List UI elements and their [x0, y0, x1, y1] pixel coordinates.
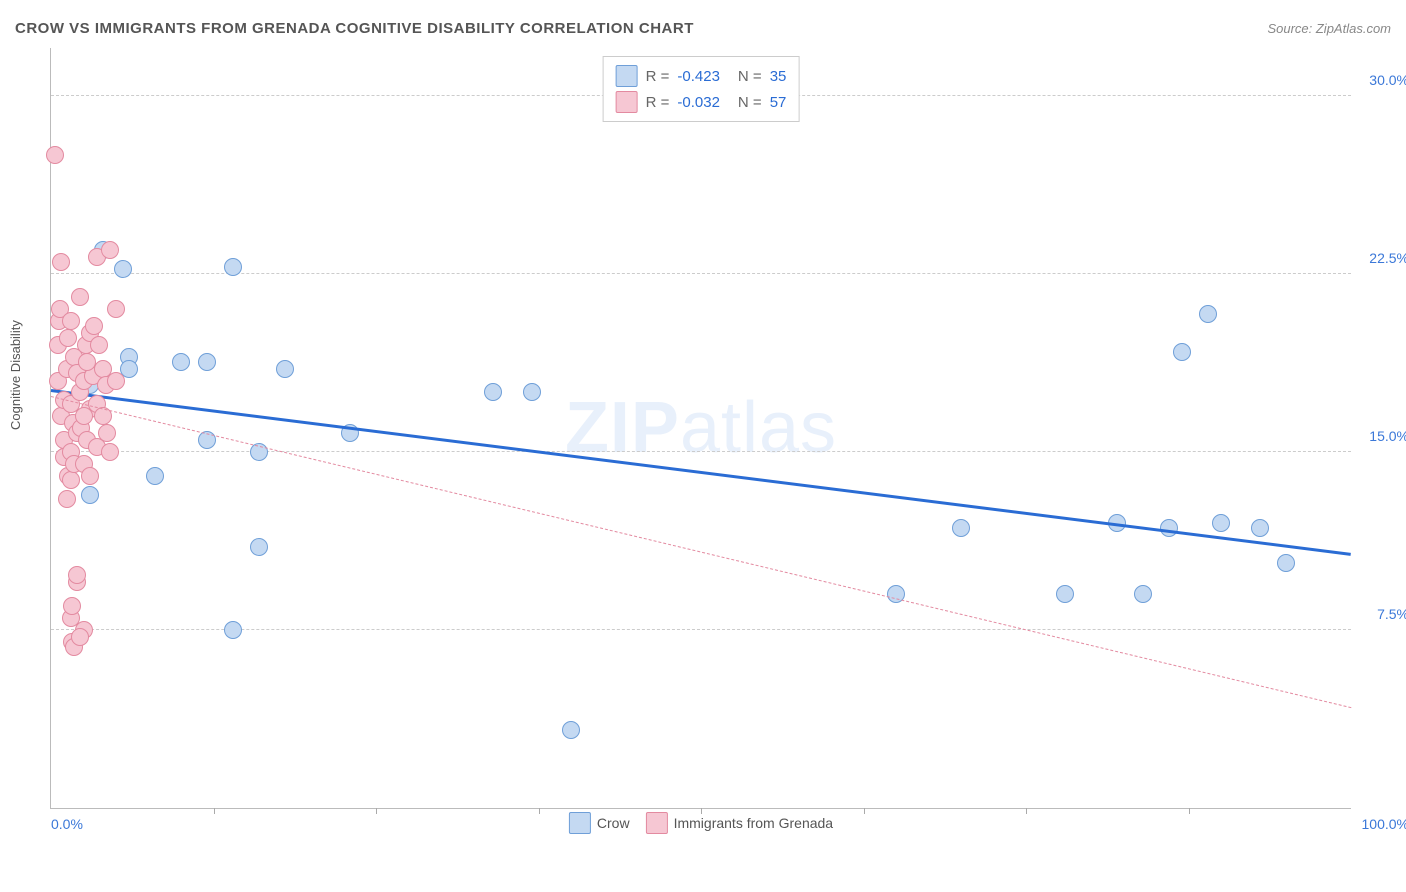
scatter-point — [98, 424, 116, 442]
gridline — [51, 629, 1351, 630]
scatter-point — [52, 253, 70, 271]
scatter-point — [75, 407, 93, 425]
scatter-point — [78, 353, 96, 371]
legend-r-label: R = — [646, 94, 670, 111]
scatter-point — [250, 538, 268, 556]
legend-n-label: N = — [738, 94, 762, 111]
legend-stat-row: R = -0.032 N = 57 — [616, 89, 787, 115]
legend-n-value: 35 — [770, 68, 787, 85]
scatter-point — [224, 258, 242, 276]
legend-r-value: -0.423 — [677, 68, 720, 85]
chart-header: CROW VS IMMIGRANTS FROM GRENADA COGNITIV… — [15, 20, 1391, 37]
scatter-point — [59, 329, 77, 347]
legend-series-label: Crow — [597, 815, 630, 831]
legend-swatch — [646, 812, 668, 834]
scatter-point — [1212, 514, 1230, 532]
scatter-point — [71, 288, 89, 306]
x-tick — [214, 808, 215, 814]
scatter-point — [1251, 519, 1269, 537]
scatter-point — [562, 721, 580, 739]
scatter-point — [1056, 585, 1074, 603]
scatter-point — [1160, 519, 1178, 537]
x-min-label: 0.0% — [51, 816, 83, 832]
gridline — [51, 273, 1351, 274]
x-tick — [864, 808, 865, 814]
legend-n-value: 57 — [770, 94, 787, 111]
legend-swatch — [616, 91, 638, 113]
scatter-point — [63, 597, 81, 615]
legend-n-label: N = — [738, 68, 762, 85]
legend-series-label: Immigrants from Grenada — [674, 815, 834, 831]
scatter-point — [172, 353, 190, 371]
scatter-point — [484, 383, 502, 401]
scatter-point — [198, 353, 216, 371]
watermark: ZIPatlas — [565, 387, 837, 469]
plot-area: ZIPatlas R =-0.423N =35R =-0.032N =57 Cr… — [50, 48, 1351, 809]
chart-source: Source: ZipAtlas.com — [1267, 21, 1391, 36]
scatter-point — [90, 336, 108, 354]
legend-stats: R = -0.423 N = 35 R = -0.032 N = 57 — [603, 56, 800, 122]
legend-swatch — [569, 812, 591, 834]
legend-stat-row: R = -0.423 N = 35 — [616, 63, 787, 89]
legend-r-value: -0.032 — [677, 94, 720, 111]
y-tick-label: 15.0% — [1369, 428, 1406, 444]
x-tick — [701, 808, 702, 814]
legend-swatch — [616, 65, 638, 87]
scatter-point — [81, 486, 99, 504]
scatter-point — [101, 443, 119, 461]
scatter-point — [224, 621, 242, 639]
legend-series-item: Immigrants from Grenada — [646, 812, 834, 834]
scatter-point — [58, 490, 76, 508]
legend-series-item: Crow — [569, 812, 630, 834]
y-tick-label: 22.5% — [1369, 250, 1406, 266]
scatter-point — [85, 317, 103, 335]
x-tick — [1026, 808, 1027, 814]
y-axis-label: Cognitive Disability — [8, 320, 23, 430]
scatter-point — [101, 241, 119, 259]
scatter-point — [62, 312, 80, 330]
x-tick — [539, 808, 540, 814]
scatter-point — [114, 260, 132, 278]
scatter-point — [952, 519, 970, 537]
x-max-label: 100.0% — [1362, 816, 1406, 832]
watermark-suffix: atlas — [680, 388, 837, 468]
scatter-point — [62, 471, 80, 489]
legend-series: Crow Immigrants from Grenada — [569, 812, 833, 834]
scatter-point — [71, 628, 89, 646]
scatter-point — [1199, 305, 1217, 323]
scatter-point — [146, 467, 164, 485]
scatter-point — [81, 467, 99, 485]
scatter-point — [276, 360, 294, 378]
trend-line — [51, 396, 1351, 708]
scatter-point — [68, 566, 86, 584]
scatter-point — [46, 146, 64, 164]
gridline — [51, 451, 1351, 452]
scatter-point — [1173, 343, 1191, 361]
scatter-point — [523, 383, 541, 401]
x-tick — [376, 808, 377, 814]
y-tick-label: 30.0% — [1369, 72, 1406, 88]
scatter-point — [107, 372, 125, 390]
scatter-point — [1134, 585, 1152, 603]
x-tick — [1189, 808, 1190, 814]
y-tick-label: 7.5% — [1377, 606, 1406, 622]
trend-line — [51, 389, 1351, 556]
scatter-point — [1277, 554, 1295, 572]
chart-title: CROW VS IMMIGRANTS FROM GRENADA COGNITIV… — [15, 20, 694, 37]
legend-r-label: R = — [646, 68, 670, 85]
scatter-point — [107, 300, 125, 318]
